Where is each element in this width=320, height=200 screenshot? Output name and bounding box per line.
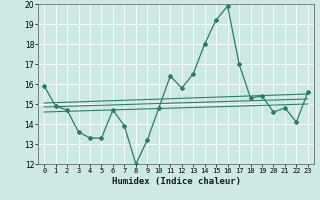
X-axis label: Humidex (Indice chaleur): Humidex (Indice chaleur): [111, 177, 241, 186]
